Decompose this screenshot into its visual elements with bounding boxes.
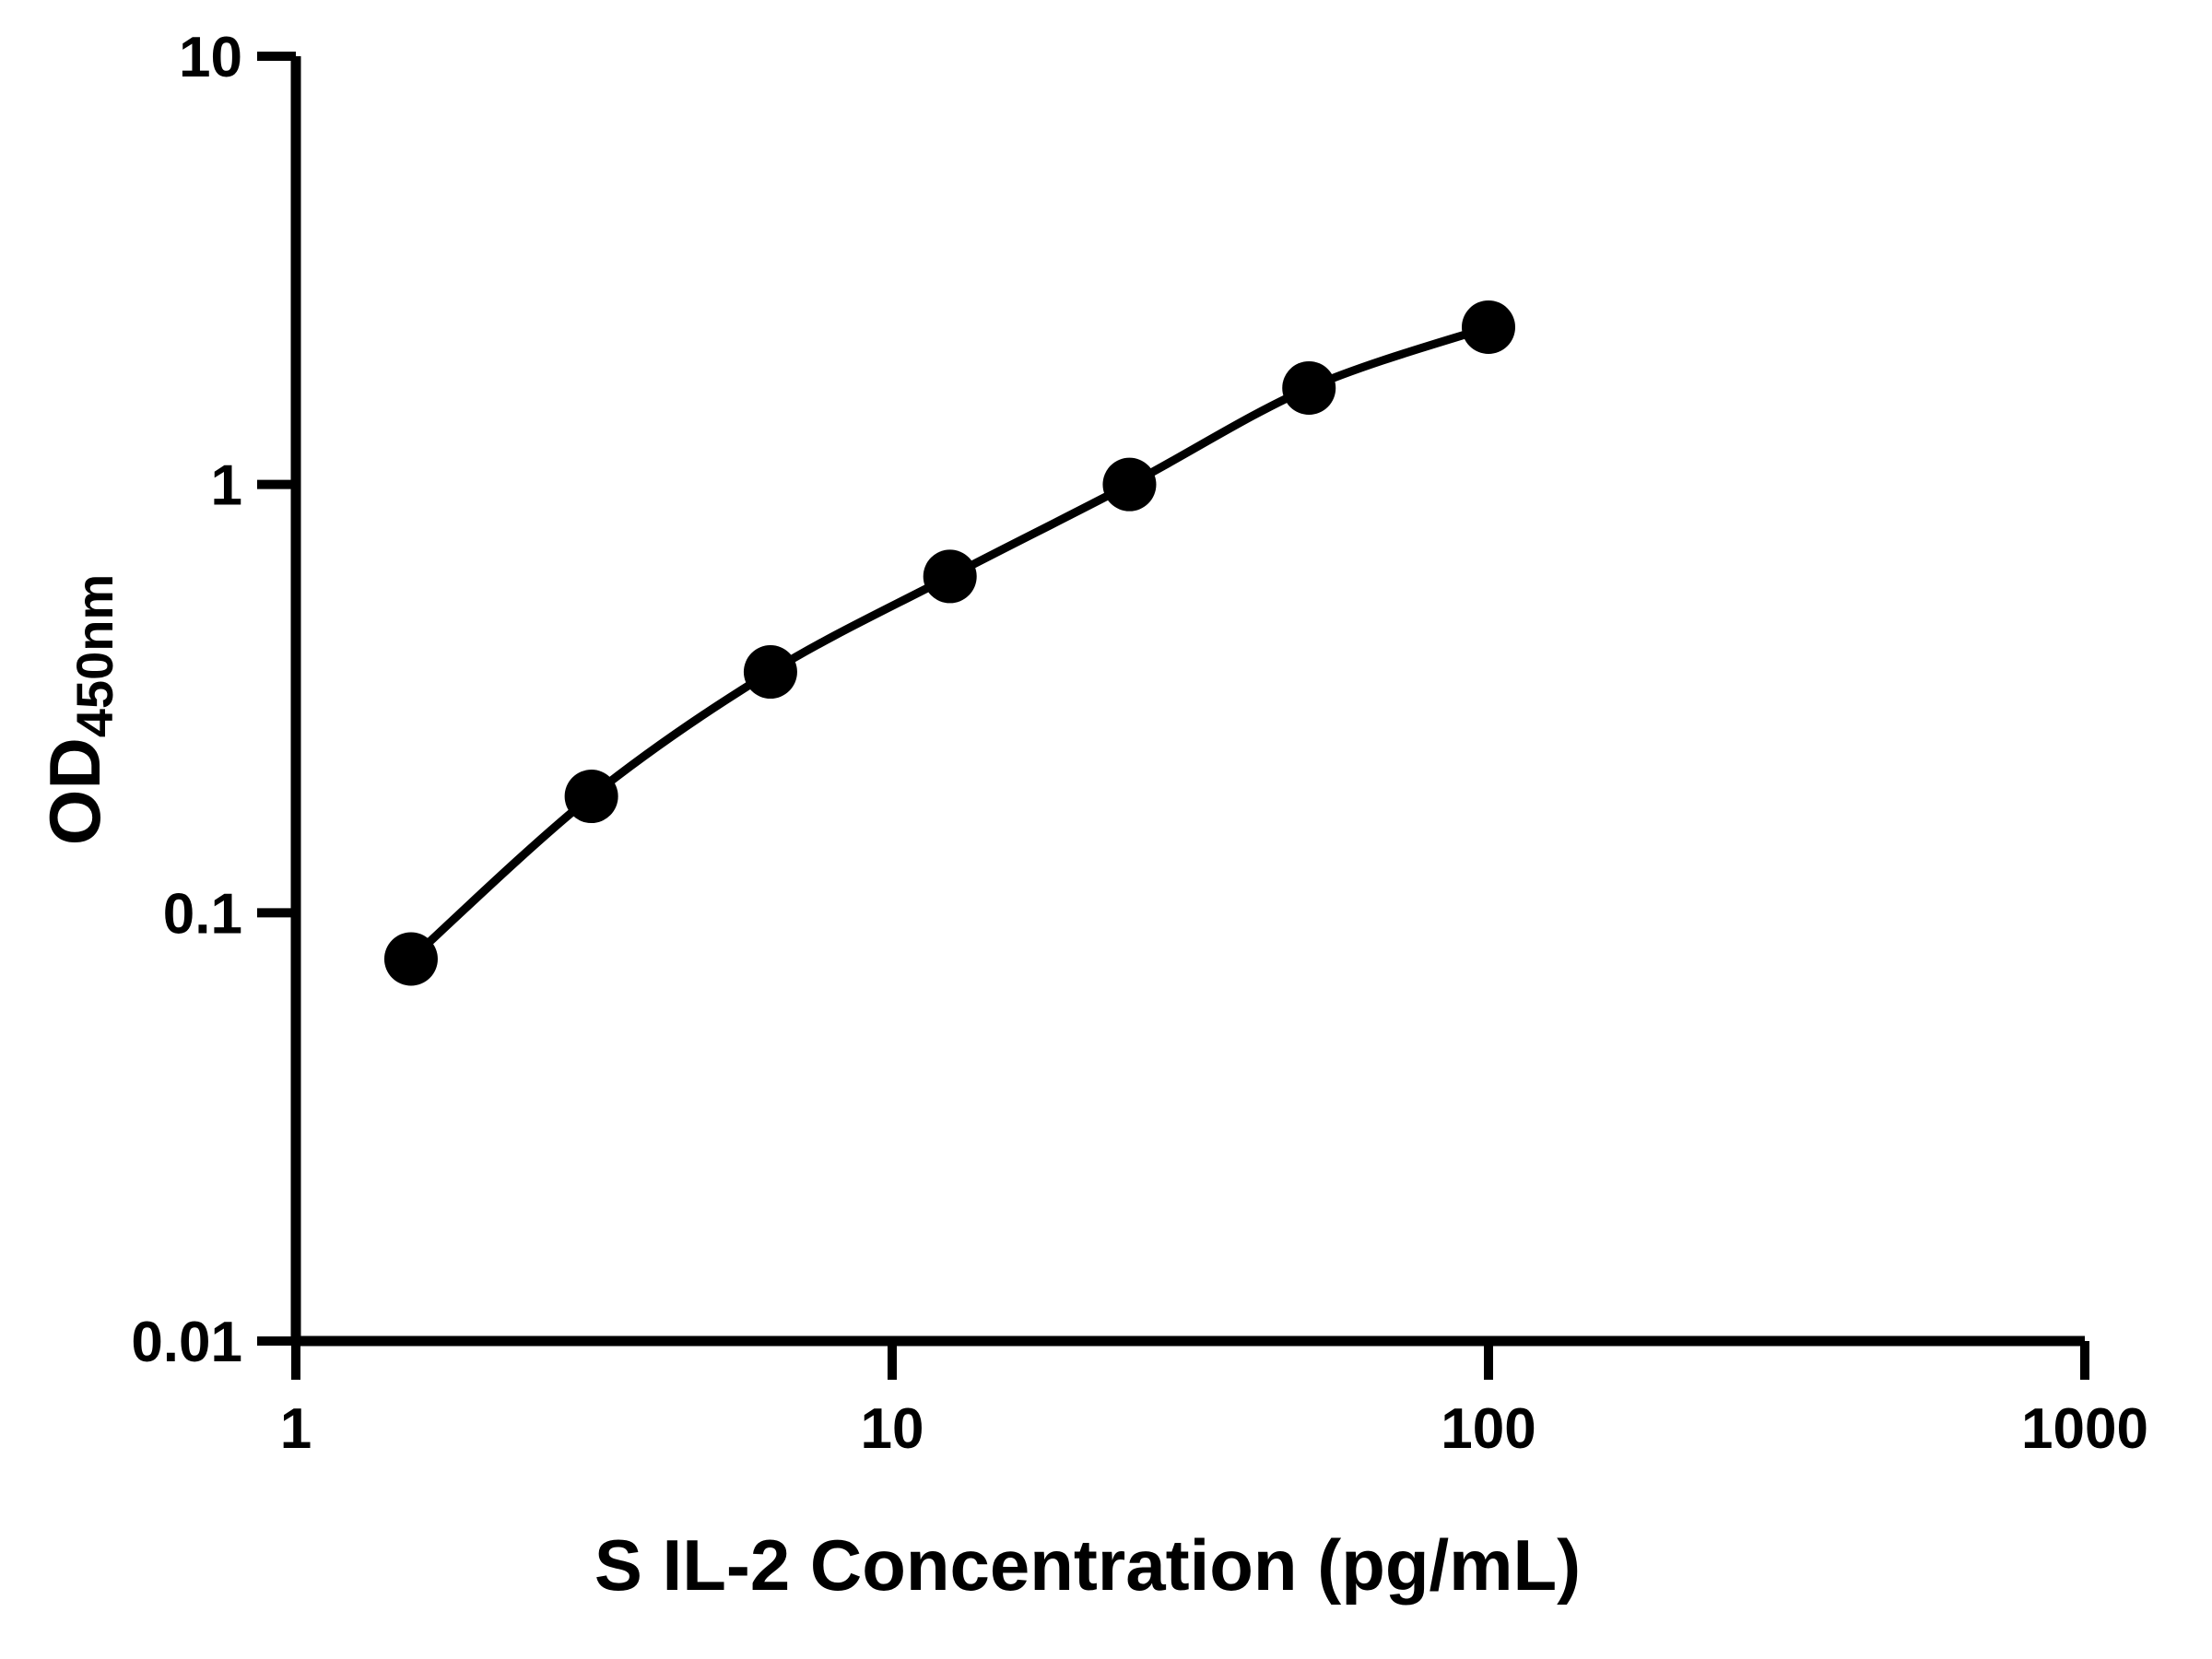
data-point xyxy=(564,770,618,824)
y-axis-title-subscript-label: 450nm xyxy=(65,574,124,737)
x-tick-label-10: 10 xyxy=(861,1397,924,1461)
data-point xyxy=(1282,360,1336,415)
data-point xyxy=(1462,300,1515,354)
data-point xyxy=(1102,457,1157,512)
data-series xyxy=(383,300,1515,986)
x-axis-tick-labels: 1 10 100 1000 xyxy=(280,1397,2148,1461)
y-tick-label-0.1: 0.1 xyxy=(163,882,242,946)
y-axis-title: OD 450nm xyxy=(34,574,124,845)
x-axis-title-label: S IL-2 Concentration (pg/mL) xyxy=(594,1524,1581,1606)
x-tick-label-100: 100 xyxy=(1441,1397,1535,1461)
tick-marks xyxy=(257,52,2089,1380)
y-axis-tick-labels: 0.01 0.1 1 10 xyxy=(131,26,242,1374)
x-axis-title: S IL-2 Concentration (pg/mL) xyxy=(594,1524,1581,1606)
data-point xyxy=(743,645,797,700)
x-tick-label-1000: 1000 xyxy=(2021,1397,2148,1461)
axes xyxy=(290,56,2085,1347)
x-tick-label-1: 1 xyxy=(280,1397,312,1461)
y-tick-label-10: 10 xyxy=(179,26,242,89)
y-tick-label-0.01: 0.01 xyxy=(131,1311,242,1374)
y-axis-title-label: OD xyxy=(34,737,115,845)
data-point xyxy=(923,549,977,604)
y-tick-label-1: 1 xyxy=(211,454,242,518)
data-point xyxy=(383,932,438,986)
